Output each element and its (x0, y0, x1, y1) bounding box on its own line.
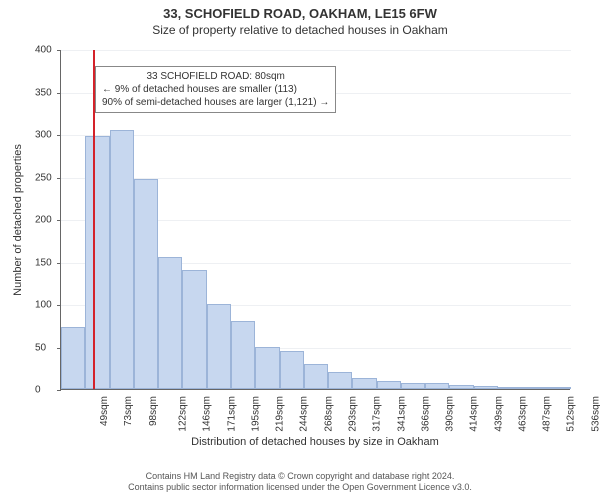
histogram-bar (182, 270, 206, 389)
xtick-label: 219sqm (275, 396, 286, 432)
ytick-label: 250 (35, 172, 56, 183)
x-axis-label: Distribution of detached houses by size … (60, 436, 570, 448)
ytick-mark (57, 390, 61, 391)
xtick-label: 73sqm (123, 396, 134, 426)
footer-line-2: Contains public sector information licen… (0, 482, 600, 494)
xtick-label: 512sqm (566, 396, 577, 432)
histogram-bar (61, 327, 85, 389)
annotation-line-2: ← 9% of detached houses are smaller (113… (102, 83, 329, 96)
ytick-label: 100 (35, 300, 56, 311)
ytick-mark (57, 178, 61, 179)
histogram-bar (134, 179, 158, 389)
histogram-bar (498, 387, 522, 389)
chart-area: Number of detached properties 0501001502… (60, 50, 570, 390)
xtick-label: 366sqm (420, 396, 431, 432)
histogram-bar (474, 386, 498, 389)
histogram-bar (85, 136, 109, 389)
page-title: 33, SCHOFIELD ROAD, OAKHAM, LE15 6FW (0, 0, 600, 21)
annotation-line-1: 33 SCHOFIELD ROAD: 80sqm (102, 70, 329, 83)
histogram-bar (158, 257, 182, 389)
xtick-label: 317sqm (372, 396, 383, 432)
histogram-bar (304, 364, 328, 390)
xtick-label: 463sqm (517, 396, 528, 432)
xtick-label: 244sqm (299, 396, 310, 432)
histogram-bar (255, 347, 279, 390)
xtick-label: 98sqm (148, 396, 159, 426)
xtick-label: 341sqm (396, 396, 407, 432)
histogram-bar (449, 385, 473, 389)
xtick-label: 390sqm (445, 396, 456, 432)
histogram-bar (522, 387, 546, 389)
ytick-label: 350 (35, 87, 56, 98)
page-subtitle: Size of property relative to detached ho… (0, 21, 600, 37)
xtick-label: 536sqm (590, 396, 600, 432)
ytick-label: 150 (35, 257, 56, 268)
footer-line-1: Contains HM Land Registry data © Crown c… (0, 471, 600, 483)
xtick-label: 146sqm (202, 396, 213, 432)
gridline (61, 135, 571, 136)
histogram-bar (110, 130, 134, 389)
xtick-label: 439sqm (493, 396, 504, 432)
xtick-label: 195sqm (250, 396, 261, 432)
ytick-label: 50 (35, 342, 56, 353)
histogram-bar (425, 383, 449, 389)
histogram-bar (280, 351, 304, 389)
ytick-mark (57, 263, 61, 264)
ytick-mark (57, 135, 61, 136)
gridline (61, 50, 571, 51)
histogram-bar (328, 372, 352, 389)
ytick-mark (57, 93, 61, 94)
footer: Contains HM Land Registry data © Crown c… (0, 471, 600, 494)
histogram-bar (547, 387, 571, 389)
ytick-label: 400 (35, 45, 56, 56)
histogram-plot: 05010015020025030035040049sqm73sqm98sqm1… (60, 50, 570, 390)
ytick-label: 0 (35, 385, 56, 396)
annotation-box: 33 SCHOFIELD ROAD: 80sqm← 9% of detached… (95, 66, 336, 113)
ytick-mark (57, 220, 61, 221)
xtick-label: 487sqm (542, 396, 553, 432)
ytick-mark (57, 305, 61, 306)
xtick-label: 171sqm (226, 396, 237, 432)
ytick-label: 300 (35, 130, 56, 141)
xtick-label: 414sqm (469, 396, 480, 432)
histogram-bar (352, 378, 376, 389)
annotation-line-3: 90% of semi-detached houses are larger (… (102, 96, 329, 109)
histogram-bar (377, 381, 401, 390)
xtick-label: 49sqm (99, 396, 110, 426)
xtick-label: 268sqm (323, 396, 334, 432)
y-axis-label: Number of detached properties (12, 144, 24, 296)
ytick-label: 200 (35, 215, 56, 226)
histogram-bar (401, 383, 425, 389)
histogram-bar (231, 321, 255, 389)
ytick-mark (57, 50, 61, 51)
histogram-bar (207, 304, 231, 389)
xtick-label: 293sqm (348, 396, 359, 432)
xtick-label: 122sqm (178, 396, 189, 432)
